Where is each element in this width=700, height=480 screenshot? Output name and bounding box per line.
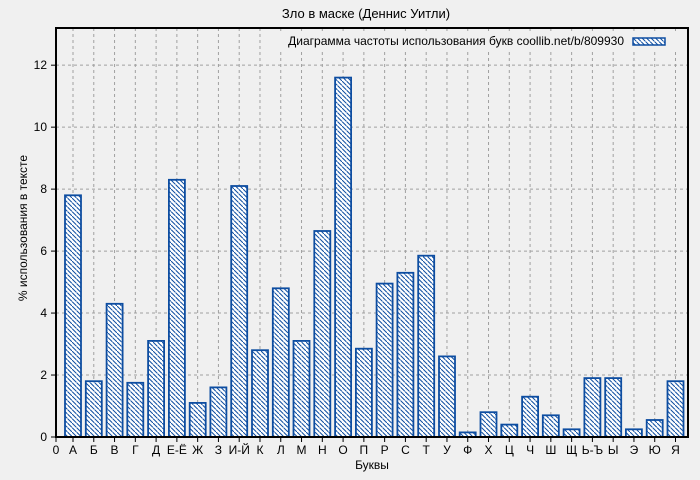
x-tick-label-Е-Ё: Е-Ё (167, 443, 187, 457)
x-axis-title: Буквы (355, 458, 389, 472)
bar-В (105, 302, 124, 438)
plot-border (55, 27, 689, 438)
bar-Ж (188, 401, 207, 438)
x-tick-label-Э: Э (630, 443, 639, 457)
x-tick-label-Ц: Ц (505, 443, 514, 457)
y-tick-label-4: 4 (40, 306, 47, 320)
bar-Д (147, 339, 166, 438)
x-tick-label-Р: Р (381, 443, 389, 457)
x-tick-label-Ф: Ф (463, 443, 472, 457)
bar-С (396, 271, 415, 438)
bar-О (334, 76, 353, 438)
y-tick-label-12: 12 (34, 58, 48, 72)
x-tick-label-Д: Д (152, 443, 160, 457)
bar-А (64, 194, 82, 438)
y-axis-title: % использования в тексте (16, 154, 30, 302)
x-tick-label-Я: Я (671, 443, 680, 457)
x-tick-label-У: У (443, 443, 451, 457)
y-tick-label-0: 0 (40, 430, 47, 444)
x-tick-label-Т: Т (423, 443, 431, 457)
bar-Я (666, 380, 685, 438)
bar-Х (479, 411, 498, 438)
bar-Ч (521, 395, 539, 438)
chart-title: Зло в маске (Деннис Уитли) (281, 6, 451, 21)
legend-swatch-icon (632, 36, 666, 46)
x-tick-label-Б: Б (90, 443, 98, 457)
bar-З (209, 386, 228, 438)
bar-К (251, 349, 269, 438)
x-tick-label-origin: 0 (53, 443, 60, 457)
x-tick-label-Ш: Ш (545, 443, 556, 457)
bar-Щ (562, 428, 581, 438)
x-tick-label-А: А (69, 443, 77, 457)
x-tick-label-Г: Г (132, 443, 139, 457)
bar-Ш (541, 414, 560, 438)
x-tick-label-Щ: Щ (566, 443, 577, 457)
x-tick-label-Ь-Ъ: Ь-Ъ (582, 443, 603, 457)
x-tick-label-Ю: Ю (649, 443, 661, 457)
y-tick-label-6: 6 (40, 244, 47, 258)
bar-Э (625, 428, 643, 438)
x-tick-label-П: П (360, 443, 369, 457)
legend-label: Диаграмма частоты использования букв coo… (288, 34, 624, 48)
x-tick-label-Ч: Ч (526, 443, 534, 457)
bar-Б (84, 380, 103, 438)
x-tick-label-З: З (215, 443, 222, 457)
bar-Т (417, 254, 436, 438)
x-tick-label-Н: Н (318, 443, 327, 457)
bar-Ы (604, 377, 623, 438)
bar-М (292, 339, 311, 438)
x-tick-label-М: М (297, 443, 307, 457)
x-tick-label-К: К (256, 443, 263, 457)
y-tick-label-2: 2 (40, 368, 47, 382)
bar-Г (126, 381, 145, 438)
bar-Ь-Ъ (583, 377, 602, 438)
bar-Ц (500, 423, 519, 438)
bar-Ю (645, 419, 664, 438)
bar-Л (271, 287, 290, 438)
x-tick-label-С: С (401, 443, 410, 457)
x-tick-label-Х: Х (485, 443, 493, 457)
y-tick-label-8: 8 (40, 182, 47, 196)
bar-Р (375, 282, 394, 438)
x-tick-label-И-Й: И-Й (229, 442, 250, 457)
legend: Диаграмма частоты использования букв coo… (278, 31, 686, 52)
bar-Н (313, 230, 332, 438)
x-tick-label-О: О (338, 443, 347, 457)
x-tick-label-Л: Л (277, 443, 285, 457)
bar-Е-Ё (167, 178, 186, 438)
x-tick-label-В: В (111, 443, 119, 457)
bar-П (354, 347, 373, 438)
bar-У (438, 355, 456, 438)
x-tick-label-Ж: Ж (192, 443, 203, 457)
bar-И-Й (230, 185, 249, 438)
y-tick-label-10: 10 (34, 120, 48, 134)
x-tick-label-Ы: Ы (608, 443, 619, 457)
